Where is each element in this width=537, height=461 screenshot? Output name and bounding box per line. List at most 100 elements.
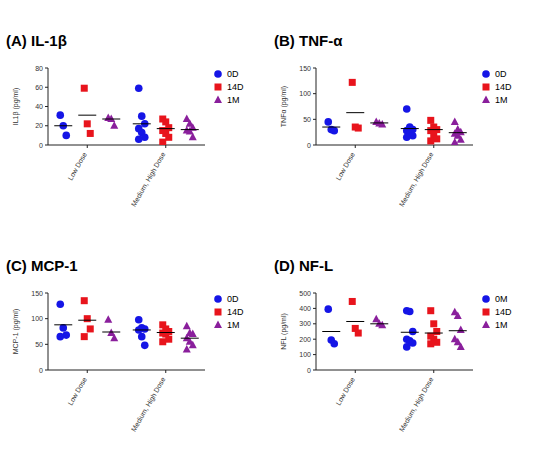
legend-marker <box>482 70 490 78</box>
y-tick-label: 500 <box>299 290 311 297</box>
panel: (A) IL-1βIL1β (pg/ml)020406080Low DoseMe… <box>6 32 244 208</box>
point <box>104 315 112 323</box>
point <box>87 130 94 137</box>
point <box>430 320 437 327</box>
mean-line <box>449 132 467 133</box>
legend-marker <box>214 70 222 78</box>
point <box>330 127 338 135</box>
panel: (D) NF-LNFL (pg/ml)0100200300400500Low D… <box>274 257 512 433</box>
legend-marker <box>214 96 222 104</box>
y-tick <box>45 293 48 294</box>
y-tick <box>45 318 48 319</box>
y-tick <box>313 93 316 94</box>
x-tick-label: Low Dose <box>66 376 88 407</box>
mean-line <box>401 128 419 129</box>
mean-line <box>133 329 151 330</box>
y-tick <box>313 339 316 340</box>
point <box>159 139 166 145</box>
mean-line <box>54 125 72 126</box>
y-tick <box>313 68 316 69</box>
title: (D) NF-L <box>274 257 333 274</box>
point <box>138 333 146 341</box>
point <box>403 343 411 351</box>
legend-label: 1M <box>227 95 240 105</box>
mean-line <box>346 321 364 322</box>
point <box>183 322 191 330</box>
legend-marker <box>214 321 222 329</box>
point <box>427 117 434 124</box>
x-tick <box>355 370 356 373</box>
y-tick <box>45 344 48 345</box>
point <box>62 132 70 140</box>
point <box>427 307 434 314</box>
mean-line <box>181 338 199 339</box>
point <box>433 339 440 346</box>
point <box>457 342 465 350</box>
mean-line <box>157 332 175 333</box>
mean-line <box>425 129 443 130</box>
title: (B) TNF-α <box>274 32 343 49</box>
y-tick-label: 80 <box>35 65 43 72</box>
point <box>159 338 166 345</box>
y-tick-label: 50 <box>303 116 311 123</box>
point <box>107 115 115 123</box>
legend-marker <box>482 96 490 104</box>
point <box>330 340 338 348</box>
x-tick <box>433 145 434 148</box>
y-tick-label: 300 <box>299 320 311 327</box>
point <box>433 328 440 335</box>
legend-label: 0D <box>495 69 507 79</box>
mean-line <box>449 330 467 331</box>
mean-line <box>102 119 120 120</box>
point <box>81 85 88 92</box>
point <box>403 105 411 113</box>
point <box>84 315 91 322</box>
x-tick-label: Low Dose <box>334 151 356 182</box>
y-tick <box>45 125 48 126</box>
legend-marker <box>482 321 490 329</box>
point <box>135 316 143 324</box>
legend-label: 14D <box>495 82 512 92</box>
legend-marker <box>483 309 490 316</box>
point <box>355 330 362 337</box>
y-tick-label: 20 <box>35 122 43 129</box>
legend-label: 14D <box>227 82 244 92</box>
point <box>324 118 332 126</box>
y-tick-label: 40 <box>35 103 43 110</box>
y-tick <box>313 370 316 371</box>
y-tick-label: 150 <box>31 290 43 297</box>
x-axis <box>48 145 205 146</box>
point <box>110 334 118 342</box>
mean-line <box>370 122 388 123</box>
x-tick-label: Medium, High Dose <box>398 376 436 433</box>
point <box>56 111 64 119</box>
x-tick-label: Medium, High Dose <box>130 151 168 208</box>
y-tick <box>45 106 48 107</box>
mean-line <box>102 332 120 333</box>
mean-line <box>78 320 96 321</box>
point <box>56 333 64 341</box>
mean-line <box>322 331 340 332</box>
legend-marker <box>482 295 490 303</box>
legend-label: 1M <box>495 95 508 105</box>
mean-line <box>157 128 175 129</box>
plot-area <box>322 79 467 145</box>
point <box>378 120 386 128</box>
x-tick <box>165 145 166 148</box>
background <box>0 0 537 461</box>
mean-line <box>322 127 340 128</box>
point <box>433 135 440 142</box>
point <box>451 138 459 145</box>
point <box>427 340 434 347</box>
x-tick <box>433 370 434 373</box>
x-tick-label: Medium, High Dose <box>398 151 436 208</box>
mean-line <box>133 123 151 124</box>
y-tick <box>313 119 316 120</box>
x-tick <box>87 370 88 373</box>
legend-label: 14D <box>495 307 512 317</box>
panel: (C) MCP-1MCP-1 (pg/ml)050100150Low DoseM… <box>6 257 244 433</box>
y-tick <box>313 323 316 324</box>
x-axis <box>316 145 473 146</box>
legend-label: 1M <box>495 320 508 330</box>
plot-area <box>54 84 199 145</box>
